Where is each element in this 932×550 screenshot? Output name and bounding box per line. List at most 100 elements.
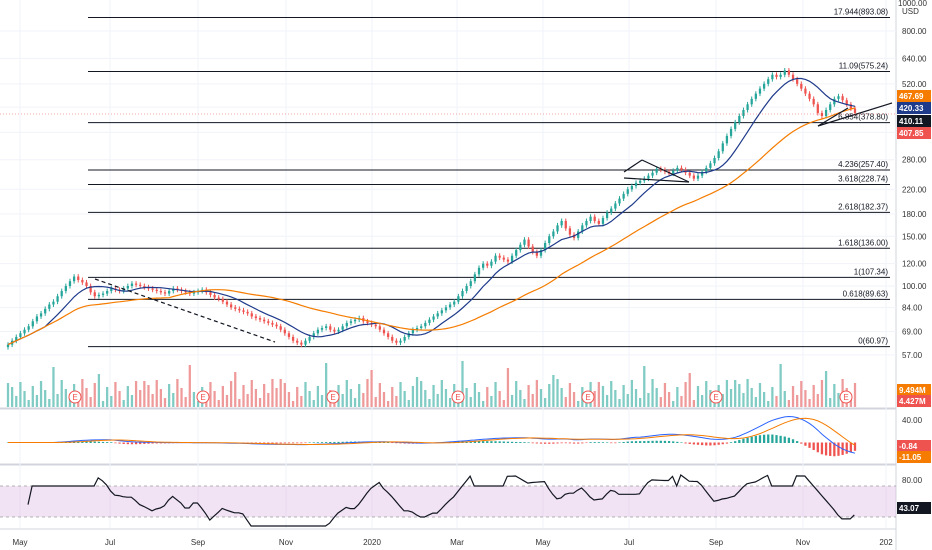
volume-bar: [420, 381, 423, 407]
macd-histogram-bar: [110, 442, 113, 443]
macd-histogram-bar: [316, 442, 320, 443]
volume-bar: [494, 382, 497, 407]
candle-body: [52, 301, 55, 305]
candle-body: [469, 281, 472, 286]
candle-body: [229, 304, 233, 308]
volume-bar: [746, 379, 749, 407]
time-axis[interactable]: May Jul Sep Nov 2020 Mar May Jul Sep Nov 202: [12, 538, 893, 547]
macd-histogram-bar: [523, 442, 526, 443]
price-tick-label: 57.00: [902, 351, 923, 360]
price-axis[interactable]: 57.00 69.00 84.00 100.00 120.00 150.00 180.00 2…: [898, 0, 927, 485]
volume-bar: [300, 396, 303, 407]
fib-level-label: 11.09(575.24): [839, 61, 889, 70]
fibonacci-retracement[interactable]: 0(60.97) 0.618(89.63) 1(107.34) 1.618(136.0…: [88, 8, 890, 348]
candle-body: [519, 244, 522, 251]
volume-bar: [700, 395, 704, 407]
candle-body: [213, 294, 216, 298]
candle-body: [457, 296, 460, 302]
volume-bar: [626, 394, 629, 407]
volume-bar: [39, 381, 43, 407]
volume-bar: [659, 397, 662, 407]
volume-bar: [469, 397, 472, 407]
candle-body: [816, 104, 819, 113]
volume-bar: [242, 385, 245, 407]
volume-bar: [436, 394, 439, 407]
candle-body: [556, 225, 559, 232]
trend-line: [641, 159, 690, 183]
earnings-marker: [581, 390, 595, 404]
volume-bar: [725, 380, 729, 407]
candle-body: [391, 336, 394, 341]
trend-drawings[interactable]: [0, 102, 896, 343]
candle-body: [415, 327, 419, 330]
candle-body: [705, 167, 708, 172]
candle-body: [639, 180, 642, 183]
candle-body: [308, 336, 311, 341]
volume-bar: [560, 388, 563, 407]
macd-histogram-bar: [304, 442, 307, 444]
volume-bar: [853, 383, 857, 407]
candle-body: [725, 135, 729, 144]
candle-body: [378, 326, 381, 330]
macd-histogram-bar: [676, 441, 679, 443]
macd-histogram-bar: [800, 442, 803, 444]
volume-bar: [415, 377, 419, 407]
candle-body: [93, 292, 96, 297]
macd-histogram-bar: [543, 442, 547, 444]
macd-histogram-bar: [486, 441, 489, 443]
candle-body: [39, 313, 43, 317]
price-badge: 467.69: [899, 92, 924, 101]
volume-bar: [291, 401, 295, 407]
volume-bar: [734, 380, 737, 407]
volume-bar: [729, 389, 733, 407]
macd-histogram-bar: [81, 441, 84, 443]
volume-bar: [370, 370, 373, 407]
macd-histogram-bar: [93, 441, 96, 443]
volume-bar: [10, 387, 14, 407]
candle-body: [577, 231, 580, 238]
volume-bar: [362, 393, 365, 407]
candle-body: [734, 122, 737, 129]
volume-bar: [184, 397, 187, 407]
candle-body: [552, 231, 555, 237]
macd-histogram-bar: [300, 442, 303, 444]
volume-bar: [93, 383, 96, 407]
candle-body: [19, 333, 22, 337]
price-badge-bg: [897, 127, 931, 139]
rsi-level-label: 80.00: [902, 476, 923, 485]
earnings-marker-label: E: [585, 393, 590, 402]
candle-body: [824, 110, 828, 116]
volume-bar: [31, 386, 34, 407]
volume-bar: [448, 398, 452, 407]
volume-bar: [382, 392, 386, 407]
volume-bar: [738, 384, 741, 407]
candle-body: [192, 292, 196, 294]
volume-bar: [308, 391, 311, 407]
macd-badge-bg: [897, 440, 931, 452]
price-badges: 467.69 420.33 410.11 407.85 9.494M 4.427M -0.8…: [897, 90, 931, 514]
candle-body: [225, 301, 229, 305]
fib-level-label: 1.618(136.00): [838, 238, 888, 247]
macd-badge: -11.05: [899, 453, 922, 462]
macd-histogram-bar: [725, 442, 729, 444]
volume-bar: [800, 381, 803, 407]
volume-bar: [221, 386, 224, 407]
volume-bar: [68, 398, 72, 407]
macd-histogram-bar: [663, 440, 667, 443]
volume-bar: [424, 390, 427, 407]
candle-body: [254, 316, 258, 319]
volume-bar: [647, 393, 650, 407]
volume-bar: [515, 381, 518, 407]
volume-bar: [688, 373, 691, 407]
macd-histogram-bar: [626, 441, 629, 443]
earnings-marker-label: E: [72, 393, 77, 402]
volume-bar: [126, 386, 129, 407]
volume-bar: [122, 400, 125, 407]
candle-body: [163, 292, 167, 294]
candle-body: [672, 170, 675, 174]
candle-body: [779, 74, 782, 77]
macd-histogram-bar: [535, 442, 538, 444]
macd-histogram-bar: [122, 442, 125, 444]
candle-body: [796, 79, 799, 84]
